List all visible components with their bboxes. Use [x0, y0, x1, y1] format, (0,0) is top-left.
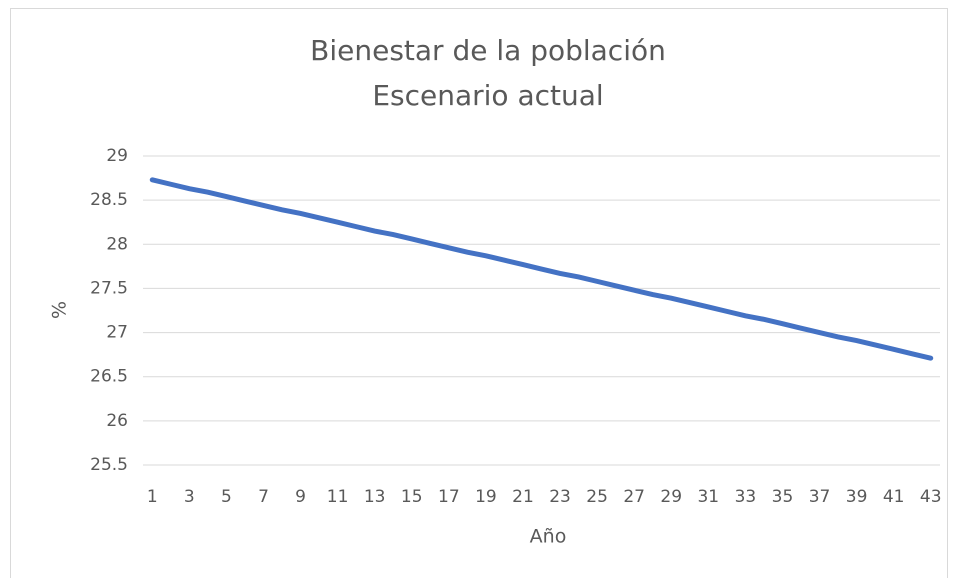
x-tick-label: 15 — [401, 487, 423, 507]
x-tick-label: 9 — [295, 487, 306, 507]
x-tick-label: 17 — [438, 487, 460, 507]
chart-title: Bienestar de la población — [310, 34, 666, 67]
y-tick-label: 26 — [106, 411, 128, 431]
x-tick-label: 1 — [147, 487, 158, 507]
x-tick-label: 21 — [512, 487, 534, 507]
y-tick-label: 29 — [106, 146, 128, 166]
y-tick-label: 27.5 — [90, 278, 128, 298]
y-tick-label: 25.5 — [90, 455, 128, 475]
x-tick-label: 3 — [184, 487, 195, 507]
y-tick-label: 27 — [106, 323, 128, 343]
x-tick-label: 31 — [697, 487, 719, 507]
line-series — [149, 177, 934, 361]
x-axis-label: Año — [530, 526, 567, 548]
x-tick-label: 43 — [920, 487, 942, 507]
y-tick-label: 26.5 — [90, 367, 128, 387]
y-axis-label: % — [49, 301, 71, 319]
y-tick-label: 28.5 — [90, 190, 128, 210]
x-tick-label: 35 — [772, 487, 794, 507]
x-tick-label: 23 — [549, 487, 571, 507]
x-tick-label: 37 — [809, 487, 831, 507]
x-tick-label: 33 — [735, 487, 757, 507]
x-tick-label: 19 — [475, 487, 497, 507]
x-tick-label: 41 — [883, 487, 905, 507]
x-tick-label: 5 — [221, 487, 232, 507]
x-tick-label: 27 — [623, 487, 645, 507]
x-tick-label: 11 — [327, 487, 349, 507]
x-tick-label: 39 — [846, 487, 868, 507]
chart-frame — [10, 8, 948, 578]
chart-subtitle: Escenario actual — [372, 79, 603, 112]
x-tick-label: 25 — [586, 487, 608, 507]
y-tick-label: 28 — [106, 234, 128, 254]
x-tick-label: 13 — [364, 487, 386, 507]
x-tick-label: 29 — [660, 487, 682, 507]
x-tick-label: 7 — [258, 487, 269, 507]
